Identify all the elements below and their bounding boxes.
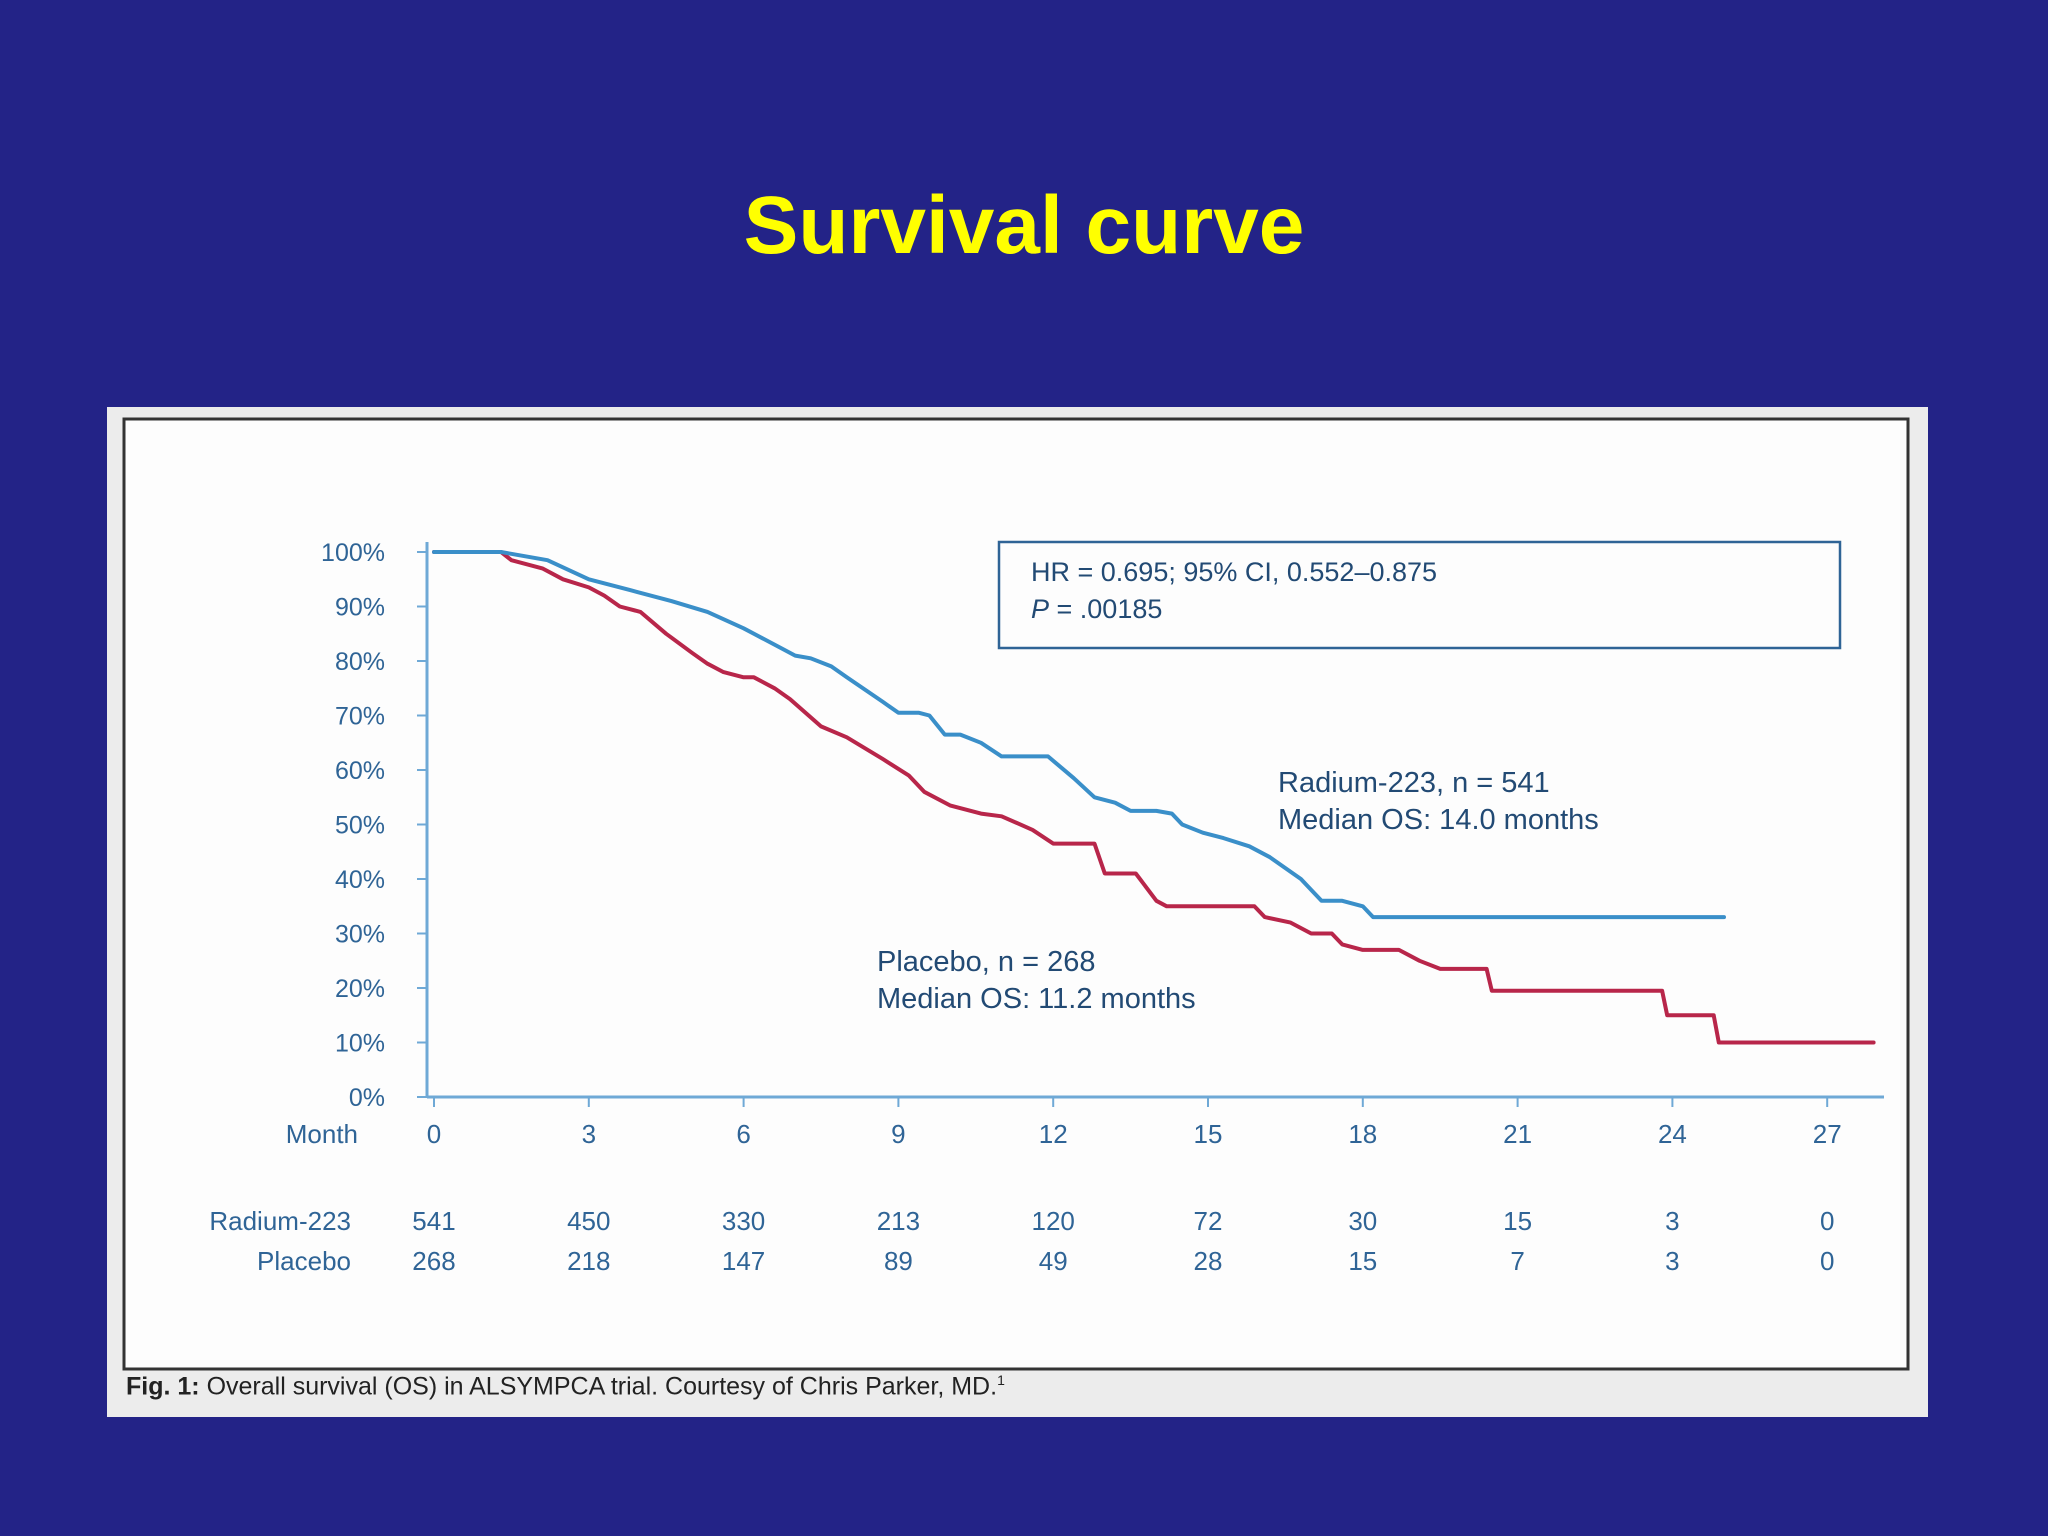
caption-superscript: 1 [997, 1372, 1005, 1388]
at-risk-placebo-value: 49 [1039, 1246, 1068, 1276]
x-tick-label: 24 [1658, 1119, 1687, 1149]
stats-p-letter: P [1031, 594, 1049, 624]
at-risk-radium-value: 450 [567, 1206, 610, 1236]
stats-p-value: = .00185 [1049, 594, 1162, 624]
at-risk-placebo-value: 28 [1194, 1246, 1223, 1276]
at-risk-radium-value: 541 [412, 1206, 455, 1236]
figure-frame [122, 417, 1910, 1371]
at-risk-label-radium: Radium-223 [209, 1206, 351, 1236]
y-tick-label: 10% [335, 1030, 385, 1058]
survival-chart: 0% 10% 20% 30% 40% 50% 60% 70% 80% 90% 100% 0 3 6 9 12… [122, 417, 1910, 1371]
at-risk-placebo-value: 0 [1820, 1246, 1834, 1276]
at-risk-placebo-value: 7 [1510, 1246, 1524, 1276]
x-tick-label: 12 [1039, 1119, 1068, 1149]
at-risk-placebo-value: 15 [1348, 1246, 1377, 1276]
y-tick-label: 50% [335, 812, 385, 840]
stats-hr-text: HR = 0.695; 95% CI, 0.552–0.875 [1031, 557, 1437, 587]
at-risk-radium-value: 72 [1194, 1206, 1223, 1236]
radium-label-line1: Radium-223, n = 541 [1278, 767, 1550, 799]
placebo-curve [432, 550, 1876, 1045]
y-tick-label: 80% [335, 648, 385, 676]
at-risk-radium-value: 120 [1032, 1206, 1075, 1236]
at-risk-placebo-value: 147 [722, 1246, 765, 1276]
at-risk-radium-value: 30 [1348, 1206, 1377, 1236]
x-tick-label: 6 [736, 1119, 750, 1149]
y-tick-label: 60% [335, 757, 385, 785]
at-risk-placebo-value: 218 [567, 1246, 610, 1276]
x-tick-label: 21 [1503, 1119, 1532, 1149]
at-risk-radium-value: 213 [877, 1206, 920, 1236]
placebo-label-line2: Median OS: 11.2 months [877, 983, 1196, 1015]
x-axis-label: Month [286, 1119, 358, 1149]
y-tick-label: 30% [335, 921, 385, 949]
figure-caption: Fig. 1: Overall survival (OS) in ALSYMPC… [126, 1372, 1005, 1401]
radium-label-line2: Median OS: 14.0 months [1278, 804, 1599, 836]
at-risk-radium-value: 3 [1665, 1206, 1679, 1236]
y-tick-label: 40% [335, 866, 385, 894]
at-risk-radium-value: 15 [1503, 1206, 1532, 1236]
at-risk-placebo-value: 89 [884, 1246, 913, 1276]
at-risk-label-placebo: Placebo [257, 1246, 351, 1276]
x-tick-label: 18 [1348, 1119, 1377, 1149]
figure-card: 0% 10% 20% 30% 40% 50% 60% 70% 80% 90% 100% 0 3 6 9 12… [107, 407, 1928, 1417]
at-risk-placebo-value: 3 [1665, 1246, 1679, 1276]
placebo-label-line1: Placebo, n = 268 [877, 946, 1095, 978]
stats-p-text: P = .00185 [1031, 594, 1162, 624]
at-risk-radium-value: 0 [1820, 1206, 1834, 1236]
x-tick-label: 3 [582, 1119, 596, 1149]
x-tick-label: 9 [891, 1119, 905, 1149]
x-tick-label: 27 [1813, 1119, 1842, 1149]
x-tick-label: 15 [1194, 1119, 1223, 1149]
y-tick-label: 0% [349, 1084, 385, 1112]
at-risk-placebo-value: 268 [412, 1246, 455, 1276]
y-tick-label: 70% [335, 703, 385, 731]
y-tick-label: 100% [321, 539, 385, 567]
radium-223-curve [432, 550, 1726, 920]
slide-title: Survival curve [743, 180, 1305, 271]
caption-label: Fig. 1: [126, 1372, 200, 1401]
y-tick-label: 20% [335, 975, 385, 1003]
at-risk-radium-value: 330 [722, 1206, 765, 1236]
x-tick-label: 0 [427, 1119, 441, 1149]
stats-box [997, 540, 1842, 650]
y-tick-label: 90% [335, 594, 385, 622]
caption-text: Overall survival (OS) in ALSYMPCA trial.… [206, 1372, 998, 1401]
